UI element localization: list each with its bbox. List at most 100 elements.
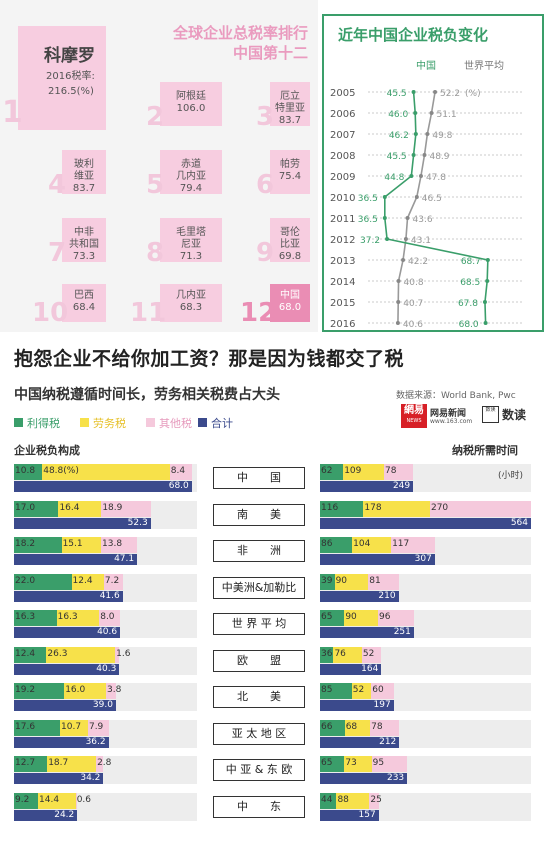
- right-seg-劳务税: 88: [336, 793, 370, 809]
- rank-name-2: 阿根廷: [176, 91, 206, 102]
- left-seg-利得税: 22.0: [14, 574, 72, 590]
- china-point: [485, 258, 490, 262]
- rank-box-6: 帕劳 75.4: [270, 150, 310, 194]
- right-seg-劳务税: 178: [363, 501, 430, 517]
- trend-chart: 中国 世界平均 2005 2006 2007 2008 2009 2010 2011 2012 20…: [330, 59, 524, 330]
- right-seg-劳务税: 90: [344, 610, 378, 626]
- world-point: [396, 300, 401, 304]
- rank-number-7: 7: [48, 238, 67, 268]
- rank-name-12: 中国: [280, 290, 300, 301]
- right-seg-其他税: 52: [361, 647, 382, 663]
- right-seg-劳务税: 73: [344, 756, 372, 772]
- left-total: 34.2: [14, 773, 104, 784]
- rank-name-5: 赤道 几内亚: [176, 159, 206, 182]
- rank-value-10: 68.4: [72, 302, 96, 313]
- brand-name: 网易新闻: [430, 409, 467, 419]
- subhead: 中国纳税遵循时间长，劳务相关税费占大头: [14, 387, 280, 403]
- china-point: [411, 153, 416, 157]
- right-total: 210: [320, 591, 399, 602]
- rank-first-label: 2016税率:: [46, 71, 95, 82]
- right-total: 197: [320, 700, 394, 711]
- category-label: 北 美: [213, 686, 305, 708]
- legend-world: 世界平均: [464, 60, 504, 72]
- right-seg-利得税: 66: [320, 720, 345, 736]
- left-seg-其他税: 7.9: [87, 720, 109, 736]
- left-seg-其他税: 7.2: [103, 574, 123, 590]
- right-seg-劳务税: 76: [333, 647, 362, 663]
- right-seg-利得税: 65: [320, 610, 345, 626]
- right-seg-其他税: 25: [369, 793, 382, 809]
- left-total: 47.1: [14, 554, 138, 565]
- year-label: 2011: [330, 214, 355, 225]
- left-seg-劳务税: 48.8(%): [42, 464, 170, 480]
- netease-logo-sub: NEWS: [406, 418, 422, 424]
- china-value: 37.2: [360, 236, 380, 246]
- world-value: 42.2: [408, 257, 428, 267]
- rank-box-3: 厄立 特里亚 83.7: [270, 82, 310, 126]
- right-chart-title: 纳税所需时间: [452, 444, 518, 457]
- left-seg-利得税: 16.3: [14, 610, 57, 626]
- right-seg-其他税: 60: [371, 683, 394, 699]
- rank-value-11: 68.3: [179, 302, 203, 313]
- left-seg-利得税: 17.0: [14, 501, 59, 517]
- china-value: 45.5: [387, 89, 407, 99]
- rank-name-10: 巴西: [74, 290, 94, 301]
- left-seg-其他税: 8.0: [99, 610, 121, 626]
- china-value: 36.5: [358, 194, 378, 204]
- right-seg-利得税: 85: [320, 683, 352, 699]
- legend-swatch-0: [14, 418, 23, 427]
- world-value: 40.8: [404, 278, 424, 288]
- world-value: 43.1: [411, 236, 431, 246]
- brand-url: www.163.com: [430, 418, 473, 425]
- china-point: [411, 90, 416, 94]
- left-total: 40.3: [14, 664, 120, 675]
- left-total: 39.0: [14, 700, 116, 711]
- left-seg-其他税: 13.8: [101, 537, 138, 553]
- year-label: 2010: [330, 193, 355, 204]
- left-seg-劳务税: 14.4: [38, 793, 76, 809]
- left-seg-劳务税: 12.4: [71, 574, 104, 590]
- left-seg-劳务税: 18.7: [47, 756, 97, 772]
- rank-name-8: 毛里塔 尼亚: [176, 227, 206, 250]
- legend-swatch-1: [80, 418, 89, 427]
- rank-box-10: 巴西 68.4: [62, 284, 106, 322]
- rank-number-12: 12: [240, 298, 277, 328]
- year-label: 2015: [330, 298, 355, 309]
- world-point: [395, 321, 400, 325]
- right-seg-利得税: 65: [320, 756, 345, 772]
- legend-label-3: 合计: [211, 417, 233, 430]
- world-value: 40.6: [403, 320, 423, 330]
- rank-box-9: 哥伦 比亚 69.8: [270, 218, 310, 262]
- right-seg-其他税: 78: [370, 720, 400, 736]
- china-value: 68.5: [460, 278, 480, 288]
- china-value: 46.0: [388, 110, 408, 120]
- right-seg-劳务税: 109: [343, 464, 384, 480]
- left-seg-劳务税: 10.7: [60, 720, 88, 736]
- legend-swatch-3: [198, 418, 207, 427]
- category-label: 中 亚 & 东 欧: [213, 759, 305, 781]
- left-total: 24.2: [14, 810, 78, 821]
- netease-logo: 網易 NEWS: [401, 404, 427, 428]
- right-seg-劳务税: 52: [351, 683, 372, 699]
- rank-number-10: 10: [32, 298, 69, 328]
- world-point: [422, 153, 427, 157]
- legend-label-0: 利得税: [27, 417, 60, 430]
- left-seg-劳务税: 16.4: [58, 501, 102, 517]
- right-total: 157: [320, 810, 379, 821]
- right-total: 212: [320, 737, 400, 748]
- source-text: 数据来源：World Bank, Pwc: [396, 391, 516, 401]
- china-point: [485, 279, 490, 283]
- right-seg-利得税: 39: [320, 574, 335, 590]
- left-total: 36.2: [14, 737, 109, 748]
- left-seg-劳务税: 26.3: [46, 647, 116, 663]
- world-point: [418, 174, 423, 178]
- world-value: 46.5: [422, 194, 442, 204]
- right-total: 249: [320, 481, 414, 492]
- china-value: 67.8: [458, 299, 478, 309]
- category-label: 中 国: [213, 467, 305, 489]
- world-value: 48.9: [429, 152, 449, 162]
- right-seg-其他税: 117: [391, 537, 435, 553]
- rank-first-box: 科摩罗 2016税率: 216.5(%): [18, 26, 106, 130]
- world-value: 49.8: [432, 131, 452, 141]
- china-line: [383, 91, 489, 324]
